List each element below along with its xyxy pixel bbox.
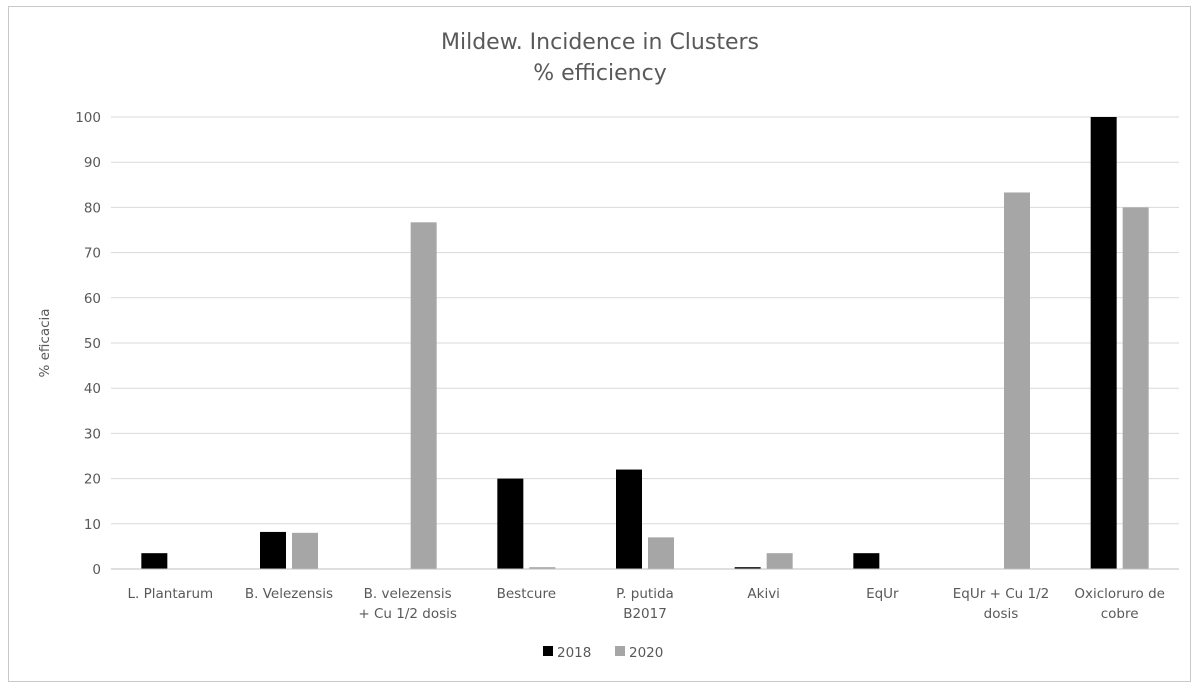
- y-tick-label: 80: [84, 200, 101, 216]
- bar-2018: [734, 567, 761, 569]
- bars: [141, 117, 1149, 570]
- y-tick-label: 90: [84, 155, 101, 171]
- bar-2020: [766, 553, 793, 569]
- x-category-label: Akivi: [747, 586, 780, 602]
- y-tick-label: 60: [84, 291, 101, 307]
- x-category-label: B2017: [623, 606, 667, 622]
- bar-2018: [853, 553, 880, 569]
- y-tick-label: 70: [84, 246, 101, 262]
- bar-2020: [529, 567, 556, 569]
- y-tick-label: 0: [92, 562, 101, 578]
- bar-2018: [497, 478, 524, 569]
- bar-2018: [616, 469, 642, 569]
- y-tick-label: 30: [84, 426, 101, 442]
- y-axis-ticks: 0 10 20 30 40 50 60 70 80 90 100: [75, 110, 101, 578]
- x-category-label: L. Plantarum: [128, 586, 214, 602]
- x-category-label: EqUr + Cu 1/2: [953, 586, 1049, 602]
- chart-title-line: Mildew. Incidence in Clusters: [441, 30, 759, 55]
- x-category-label: Oxicloruro de: [1074, 586, 1165, 602]
- y-axis-title: % eficacia: [37, 308, 53, 377]
- y-tick-label: 100: [75, 110, 101, 126]
- x-category-label: EqUr: [866, 586, 899, 602]
- y-tick-label: 20: [84, 472, 101, 488]
- bar-2018: [141, 553, 168, 569]
- y-tick-label: 10: [84, 517, 101, 533]
- bar-2018: [1090, 117, 1117, 569]
- legend-label: 2020: [629, 645, 663, 661]
- gridlines: [111, 116, 1179, 525]
- legend: 2018 2020: [543, 645, 663, 661]
- x-category-label: B. Velezensis: [245, 586, 333, 602]
- bar-2020: [1004, 192, 1030, 569]
- x-category-label: + Cu 1/2 dosis: [358, 606, 457, 622]
- y-tick-label: 40: [84, 381, 101, 397]
- x-category-label: P. putida: [616, 586, 674, 602]
- y-tick-label: 50: [84, 336, 101, 352]
- bar-chart: Mildew. Incidence in Clusters % efficienc…: [37, 30, 1179, 661]
- x-axis-categories: L. Plantarum B. Velezensis B. velezensis + …: [128, 586, 1165, 622]
- x-category-label: Bestcure: [497, 586, 556, 602]
- legend-label: 2018: [557, 645, 591, 661]
- x-category-label: dosis: [984, 606, 1019, 622]
- chart-title: Mildew. Incidence in Clusters % efficienc…: [441, 30, 759, 86]
- chart-frame: Mildew. Incidence in Clusters % efficienc…: [8, 6, 1191, 682]
- bar-2020: [1122, 207, 1149, 569]
- bar-2020: [410, 222, 437, 570]
- legend-swatch-2020: [615, 646, 625, 656]
- legend-swatch-2018: [543, 646, 553, 656]
- x-category-label: cobre: [1101, 606, 1139, 622]
- bar-2020: [648, 537, 674, 569]
- bar-2018: [260, 531, 286, 569]
- x-category-label: B. velezensis: [364, 586, 452, 602]
- bar-2020: [292, 532, 318, 569]
- chart-title-line: % efficiency: [533, 61, 667, 86]
